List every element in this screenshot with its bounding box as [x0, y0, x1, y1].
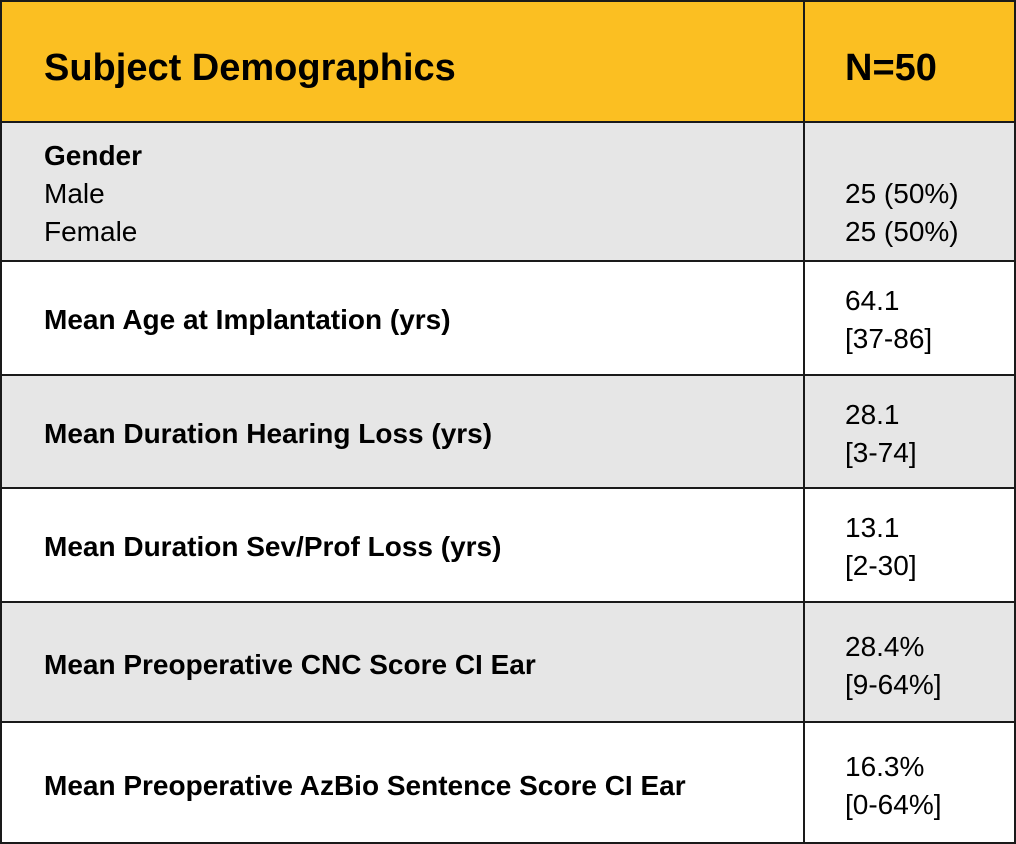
azbio-range: [0-64%] — [845, 789, 942, 820]
table-header-row: Subject Demographics N=50 — [0, 0, 1016, 123]
cnc-value-cell: 28.4% [9-64%] — [803, 601, 1016, 723]
duration-hearing-label-cell: Mean Duration Hearing Loss (yrs) — [0, 374, 805, 489]
table-row-duration-hearing-loss: Mean Duration Hearing Loss (yrs) 28.1 [3… — [0, 374, 1016, 489]
table-row-cnc-score: Mean Preoperative CNC Score CI Ear 28.4%… — [0, 601, 1016, 723]
azbio-mean: 16.3% — [845, 751, 925, 782]
gender-female-label: Female — [44, 216, 138, 247]
gender-male-value: 25 (50%) — [845, 178, 959, 209]
gender-label-cell: Gender Male Female — [0, 121, 805, 262]
table-row-azbio-score: Mean Preoperative AzBio Sentence Score C… — [0, 721, 1016, 844]
table-row-gender: Gender Male Female 25 (50%) 25 (50%) — [0, 121, 1016, 262]
header-count: N=50 — [845, 47, 937, 89]
cnc-range: [9-64%] — [845, 669, 942, 700]
duration-sevprof-label-cell: Mean Duration Sev/Prof Loss (yrs) — [0, 487, 805, 603]
cnc-label-cell: Mean Preoperative CNC Score CI Ear — [0, 601, 805, 723]
duration-hearing-value-cell: 28.1 [3-74] — [803, 374, 1016, 489]
duration-sevprof-range: [2-30] — [845, 550, 917, 581]
header-cell-title: Subject Demographics — [0, 0, 805, 123]
duration-sevprof-mean: 13.1 — [845, 512, 900, 543]
cnc-mean: 28.4% — [845, 631, 925, 662]
duration-sevprof-value-cell: 13.1 [2-30] — [803, 487, 1016, 603]
header-cell-count: N=50 — [803, 0, 1016, 123]
age-mean: 64.1 — [845, 285, 900, 316]
gender-value-cell: 25 (50%) 25 (50%) — [803, 121, 1016, 262]
age-label: Mean Age at Implantation (yrs) — [44, 304, 451, 335]
duration-sevprof-label: Mean Duration Sev/Prof Loss (yrs) — [44, 531, 502, 562]
age-label-cell: Mean Age at Implantation (yrs) — [0, 260, 805, 376]
gender-male-label: Male — [44, 178, 105, 209]
duration-hearing-label: Mean Duration Hearing Loss (yrs) — [44, 418, 493, 449]
age-range: [37-86] — [845, 323, 933, 354]
duration-hearing-range: [3-74] — [845, 437, 917, 468]
gender-female-value: 25 (50%) — [845, 216, 959, 247]
cnc-label: Mean Preoperative CNC Score CI Ear — [44, 649, 536, 680]
age-value-cell: 64.1 [37-86] — [803, 260, 1016, 376]
table-row-duration-sev-prof: Mean Duration Sev/Prof Loss (yrs) 13.1 [… — [0, 487, 1016, 603]
duration-hearing-mean: 28.1 — [845, 399, 900, 430]
header-title: Subject Demographics — [44, 47, 456, 89]
azbio-value-cell: 16.3% [0-64%] — [803, 721, 1016, 844]
gender-heading: Gender — [44, 140, 143, 171]
azbio-label-cell: Mean Preoperative AzBio Sentence Score C… — [0, 721, 805, 844]
table-row-age: Mean Age at Implantation (yrs) 64.1 [37-… — [0, 260, 1016, 376]
azbio-label: Mean Preoperative AzBio Sentence Score C… — [44, 770, 686, 801]
